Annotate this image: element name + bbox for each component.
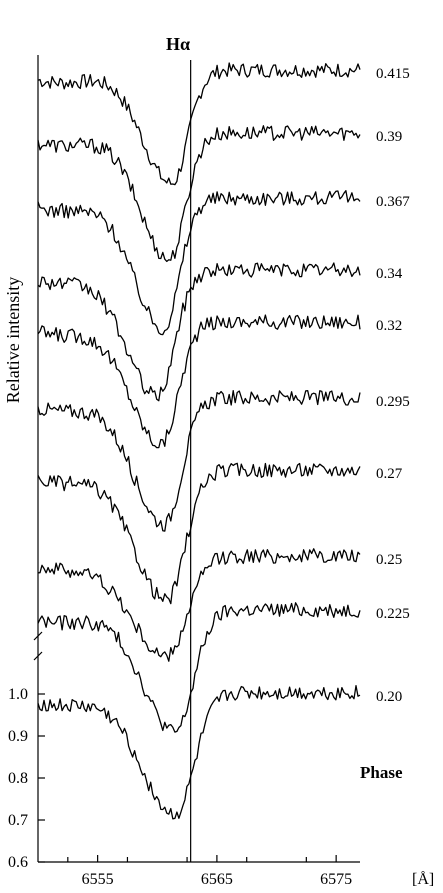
h-alpha-label: Hα — [166, 34, 190, 54]
spectrum-line-0.415 — [37, 62, 361, 186]
phase-label: 0.25 — [376, 552, 402, 568]
phase-label: 0.39 — [376, 129, 402, 145]
y-tick-label: 0.8 — [8, 770, 28, 787]
x-tick-label: 6555 — [82, 871, 114, 888]
spectrum-line-0.20 — [37, 685, 361, 820]
x-axis-unit-label: [Å] — [412, 870, 434, 888]
axis-break-mark — [33, 631, 43, 641]
phase-label: 0.295 — [376, 394, 410, 410]
spectrum-line-0.27 — [37, 462, 361, 605]
phase-label: 0.225 — [376, 606, 410, 622]
y-tick-label: 0.9 — [8, 728, 28, 745]
axis-break-mark — [33, 651, 43, 661]
spectrum-line-0.367 — [37, 190, 361, 336]
phase-label: 0.20 — [376, 689, 402, 705]
x-tick-label: 6565 — [201, 871, 233, 888]
y-ticks: 0.6 0.7 0.8 0.9 1.0 — [8, 686, 45, 871]
spectrum-line-0.25 — [37, 548, 361, 662]
phase-legend-title: Phase — [360, 763, 403, 782]
spectrum-line-0.34 — [37, 262, 361, 402]
spectra-group — [37, 62, 361, 820]
x-ticks: 6555 6565 6575 — [67, 855, 352, 888]
y-axis-label: Relative intensity — [3, 277, 23, 403]
spectrum-line-0.225 — [37, 602, 361, 733]
y-tick-label: 1.0 — [8, 686, 28, 703]
phase-label: 0.415 — [376, 66, 410, 82]
phase-labels: 0.415 0.39 0.367 0.34 0.32 0.295 0.27 0.25 0.225… — [376, 66, 410, 705]
spectrum-line-0.32 — [37, 314, 361, 449]
x-tick-label: 6575 — [320, 871, 352, 888]
y-tick-label: 0.7 — [8, 812, 28, 829]
spectrum-line-0.39 — [37, 125, 361, 263]
y-tick-label: 0.6 — [8, 854, 28, 871]
phase-label: 0.27 — [376, 466, 403, 482]
phase-label: 0.34 — [376, 266, 403, 282]
phase-label: 0.367 — [376, 194, 410, 210]
phase-label: 0.32 — [376, 318, 402, 334]
spectrum-line-0.295 — [37, 390, 361, 532]
